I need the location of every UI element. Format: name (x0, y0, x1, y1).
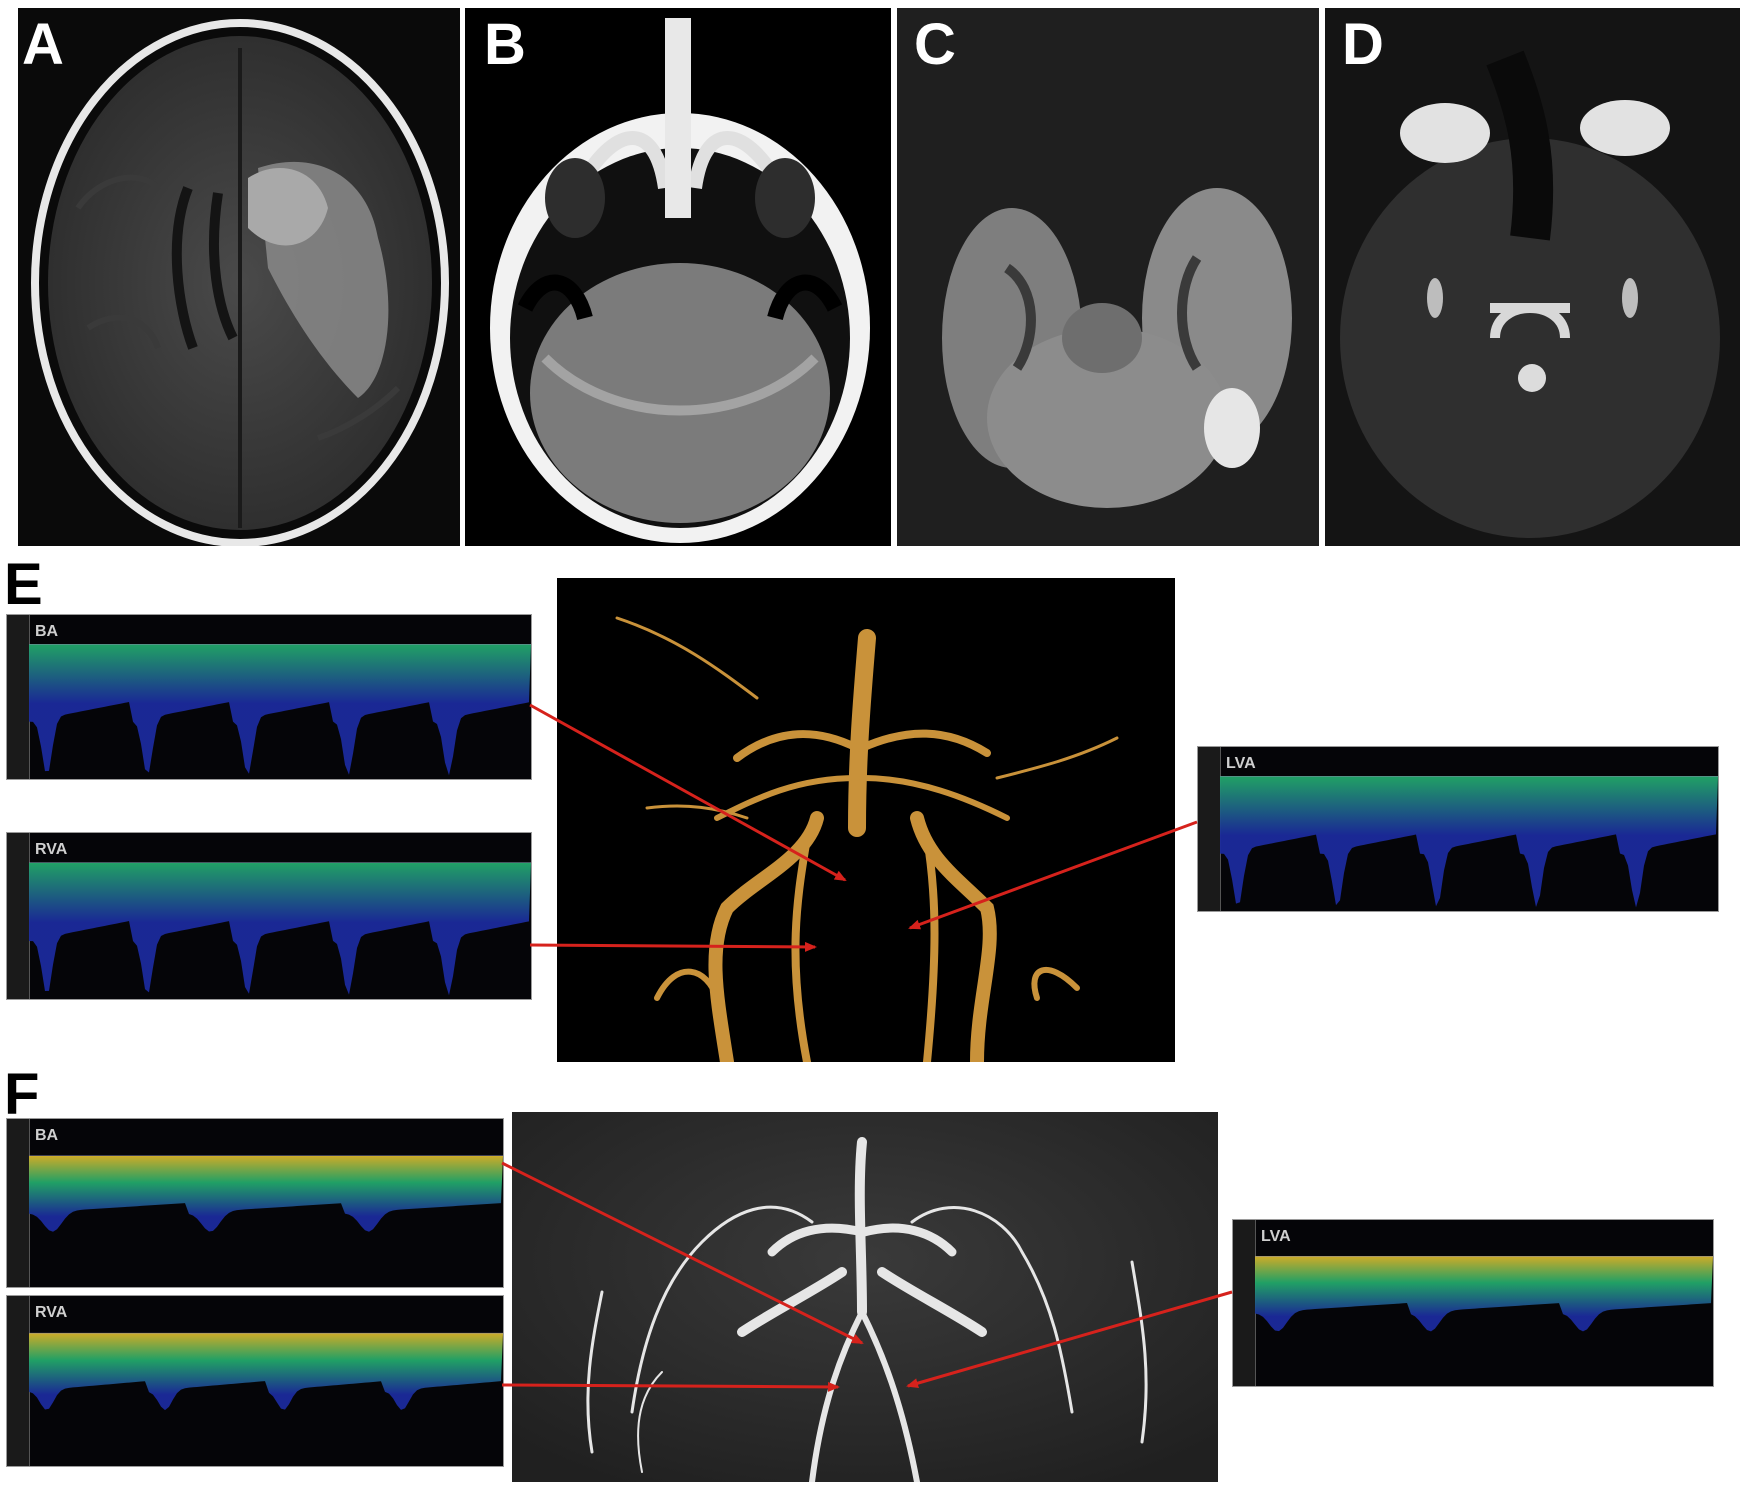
spectral-envelope (1220, 776, 1718, 908)
panel-b-ct (465, 8, 891, 546)
spectral-waveform-f-lva (1255, 1256, 1713, 1332)
spectral-envelope (29, 1333, 503, 1411)
doppler-f-rva: RVA (6, 1295, 504, 1467)
velocity-scale (1233, 1220, 1256, 1386)
waveform-label-e-rva: RVA (35, 841, 68, 858)
waveform-label-f-rva: RVA (35, 1304, 68, 1321)
panel-label-b: B (484, 12, 526, 77)
spectral-waveform-e-ba (29, 644, 531, 776)
panel-a-mri-flair (18, 8, 460, 546)
axial-dwi-image (897, 8, 1319, 546)
spectral-envelope (29, 644, 531, 776)
velocity-scale (1198, 747, 1221, 911)
spectral-waveform-f-ba (29, 1155, 503, 1232)
doppler-f-lva: LVA (1232, 1219, 1714, 1387)
panel-label-f: F (4, 1062, 40, 1127)
velocity-scale (7, 615, 30, 779)
doppler-e-ba: BA (6, 614, 532, 780)
spectral-envelope (1255, 1256, 1713, 1332)
panel-label-d: D (1342, 12, 1384, 77)
panel-label-a: A (22, 12, 64, 77)
doppler-e-lva: LVA (1197, 746, 1719, 912)
spectral-waveform-f-rva (29, 1332, 503, 1411)
vertebrobasilar-mra-image (512, 1112, 1218, 1482)
velocity-scale (7, 1296, 30, 1466)
spectral-waveform-e-rva (29, 862, 531, 996)
doppler-f-ba: BA (6, 1118, 504, 1288)
axial-ct-posterior-fossa-image (465, 8, 891, 546)
panel-label-c: C (914, 12, 956, 77)
axial-brain-flair-image (18, 8, 460, 546)
velocity-scale (7, 1119, 30, 1287)
panel-d-adc (1325, 8, 1740, 546)
waveform-label-e-lva: LVA (1226, 755, 1256, 772)
waveform-label-e-ba: BA (35, 623, 59, 640)
spectral-envelope (29, 1155, 503, 1232)
spectral-envelope (29, 862, 531, 996)
waveform-label-f-ba: BA (35, 1127, 59, 1144)
axial-adc-image (1325, 8, 1740, 546)
doppler-e-rva: RVA (6, 832, 532, 1000)
waveform-label-f-lva: LVA (1261, 1228, 1291, 1245)
panel-label-e: E (4, 552, 43, 617)
spectral-waveform-e-lva (1220, 776, 1718, 908)
velocity-scale (7, 833, 30, 999)
panel-c-dwi (897, 8, 1319, 546)
panel-e-3d-angiography (557, 578, 1175, 1062)
vertebrobasilar-3d-rendering (557, 578, 1175, 1062)
panel-f-mra (512, 1112, 1218, 1482)
